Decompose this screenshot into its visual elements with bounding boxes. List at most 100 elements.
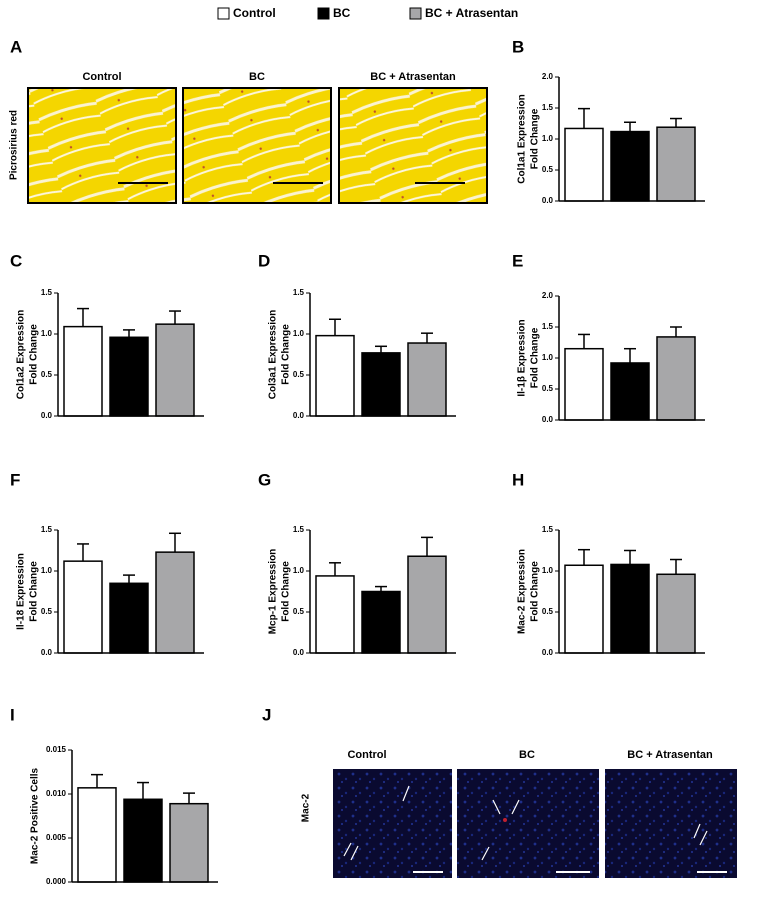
y-axis-title: Col1a1 Expression [517, 94, 528, 183]
y-axis-title: Fold Change [281, 324, 292, 385]
image-title: BC [519, 749, 535, 761]
panel-label: G [258, 470, 271, 489]
y-axis-title: Fold Change [530, 561, 541, 622]
y-axis-title: Mcp-1 Expression [268, 549, 279, 635]
y-tick-label: 0.5 [542, 384, 554, 393]
bar [564, 564, 604, 654]
y-axis-title: Fold Change [29, 324, 40, 385]
y-tick-label: 1.5 [542, 525, 554, 534]
legend-swatch [317, 7, 330, 20]
y-axis-title: Fold Change [29, 561, 40, 622]
bar [610, 130, 650, 202]
bar [63, 560, 103, 654]
histology-image [182, 87, 332, 204]
y-tick-label: 1.0 [293, 329, 305, 338]
panel-label: H [512, 470, 524, 489]
y-axis-title: Col3a1 Expression [268, 310, 279, 399]
bar [407, 555, 447, 654]
bar [361, 352, 401, 417]
immuno-image [457, 769, 599, 878]
y-tick-label: 0.5 [41, 607, 53, 616]
immuno-image [605, 769, 737, 878]
bar [361, 590, 401, 654]
y-tick-label: 0.0 [542, 196, 554, 205]
bar [155, 323, 195, 417]
image-title: BC + Atrasentan [370, 71, 456, 83]
legend-label: BC + Atrasentan [425, 6, 518, 20]
y-tick-label: 1.5 [293, 288, 305, 297]
y-tick-label: 1.0 [542, 353, 554, 362]
histology-image [27, 87, 177, 204]
y-tick-label: 2.0 [542, 291, 554, 300]
y-axis-title: Il-18 Expression [16, 553, 27, 630]
y-axis-title: Fold Change [530, 108, 541, 169]
y-tick-label: 1.5 [41, 288, 53, 297]
bar [169, 802, 209, 883]
bar [109, 582, 149, 654]
histology-image [338, 87, 488, 204]
y-tick-label: 0.005 [46, 833, 67, 842]
bar [610, 563, 650, 654]
bar [123, 798, 163, 883]
y-tick-label: 1.5 [542, 103, 554, 112]
bar [63, 325, 103, 417]
y-tick-label: 1.0 [41, 329, 53, 338]
bar [109, 336, 149, 417]
immuno-images [333, 769, 737, 878]
y-tick-label: 0.5 [542, 607, 554, 616]
y-tick-label: 2.0 [542, 72, 554, 81]
bar-chart: G Mcp-1 Expression Fold Change 0.0 0.5 1.0 1.5 [258, 470, 456, 657]
bar [656, 573, 696, 654]
y-tick-label: 0.015 [46, 745, 67, 754]
panel-label: J [262, 705, 271, 724]
stain-spot [503, 818, 507, 822]
y-tick-label: 0.5 [41, 370, 53, 379]
bar [315, 575, 355, 654]
image-title: Control [347, 749, 386, 761]
bar-chart: D Col3a1 Expression Fold Change 0.0 0.5 1.0 1.… [258, 251, 456, 420]
legend-label: BC [333, 6, 351, 20]
image-title: BC + Atrasentan [627, 749, 713, 761]
legend: Control BC BC + Atrasentan [217, 6, 518, 20]
y-tick-label: 0.0 [542, 415, 554, 424]
bar [407, 342, 447, 417]
legend-label: Control [233, 6, 276, 20]
bar [564, 127, 604, 202]
panel-label: D [258, 251, 270, 270]
y-tick-label: 0.5 [293, 607, 305, 616]
bar-chart: I Mac-2 Positive Cells 0.000 0.005 0.010 0.01… [10, 705, 218, 886]
y-tick-label: 1.0 [293, 566, 305, 575]
panel-label: B [512, 37, 524, 56]
y-tick-label: 0.0 [293, 411, 305, 420]
bar [315, 334, 355, 417]
panel-label: E [512, 251, 523, 270]
y-axis-title: Fold Change [281, 561, 292, 622]
bar [155, 551, 195, 654]
y-tick-label: 1.5 [293, 525, 305, 534]
bar [77, 787, 117, 883]
bar [564, 347, 604, 421]
panel-label: C [10, 251, 22, 270]
panel-label: F [10, 470, 20, 489]
y-tick-label: 0.0 [542, 648, 554, 657]
y-tick-label: 0.0 [293, 648, 305, 657]
y-axis-title: Fold Change [530, 327, 541, 388]
bar-chart: C Col1a2 Expression Fold Change 0.0 0.5 1.0 1.… [10, 251, 204, 420]
image-title: Control [82, 71, 121, 83]
bar-chart: H Mac-2 Expression Fold Change 0.0 0.5 1.0 1.5 [512, 470, 705, 657]
bar-chart: B Col1a1 Expression Fold Change 0.0 0.5 1.0 1.… [512, 37, 705, 205]
y-axis-title: Il-1β Expression [517, 319, 528, 396]
arrows [343, 785, 727, 873]
stain-label: Picrosirius red [9, 110, 20, 180]
immuno-image [333, 769, 452, 878]
y-axis-title: Mac-2 Expression [517, 549, 528, 634]
panel-label: A [10, 37, 22, 56]
legend-swatch [409, 7, 422, 20]
bar [610, 362, 650, 421]
bar-chart: F Il-18 Expression Fold Change 0.0 0.5 1.0 1.5 [10, 470, 204, 657]
y-tick-label: 1.5 [41, 525, 53, 534]
bar [656, 126, 696, 202]
y-tick-label: 0.0 [41, 648, 53, 657]
bar-chart: E Il-1β Expression Fold Change 0.0 0.5 1.0 1.5… [512, 251, 705, 424]
